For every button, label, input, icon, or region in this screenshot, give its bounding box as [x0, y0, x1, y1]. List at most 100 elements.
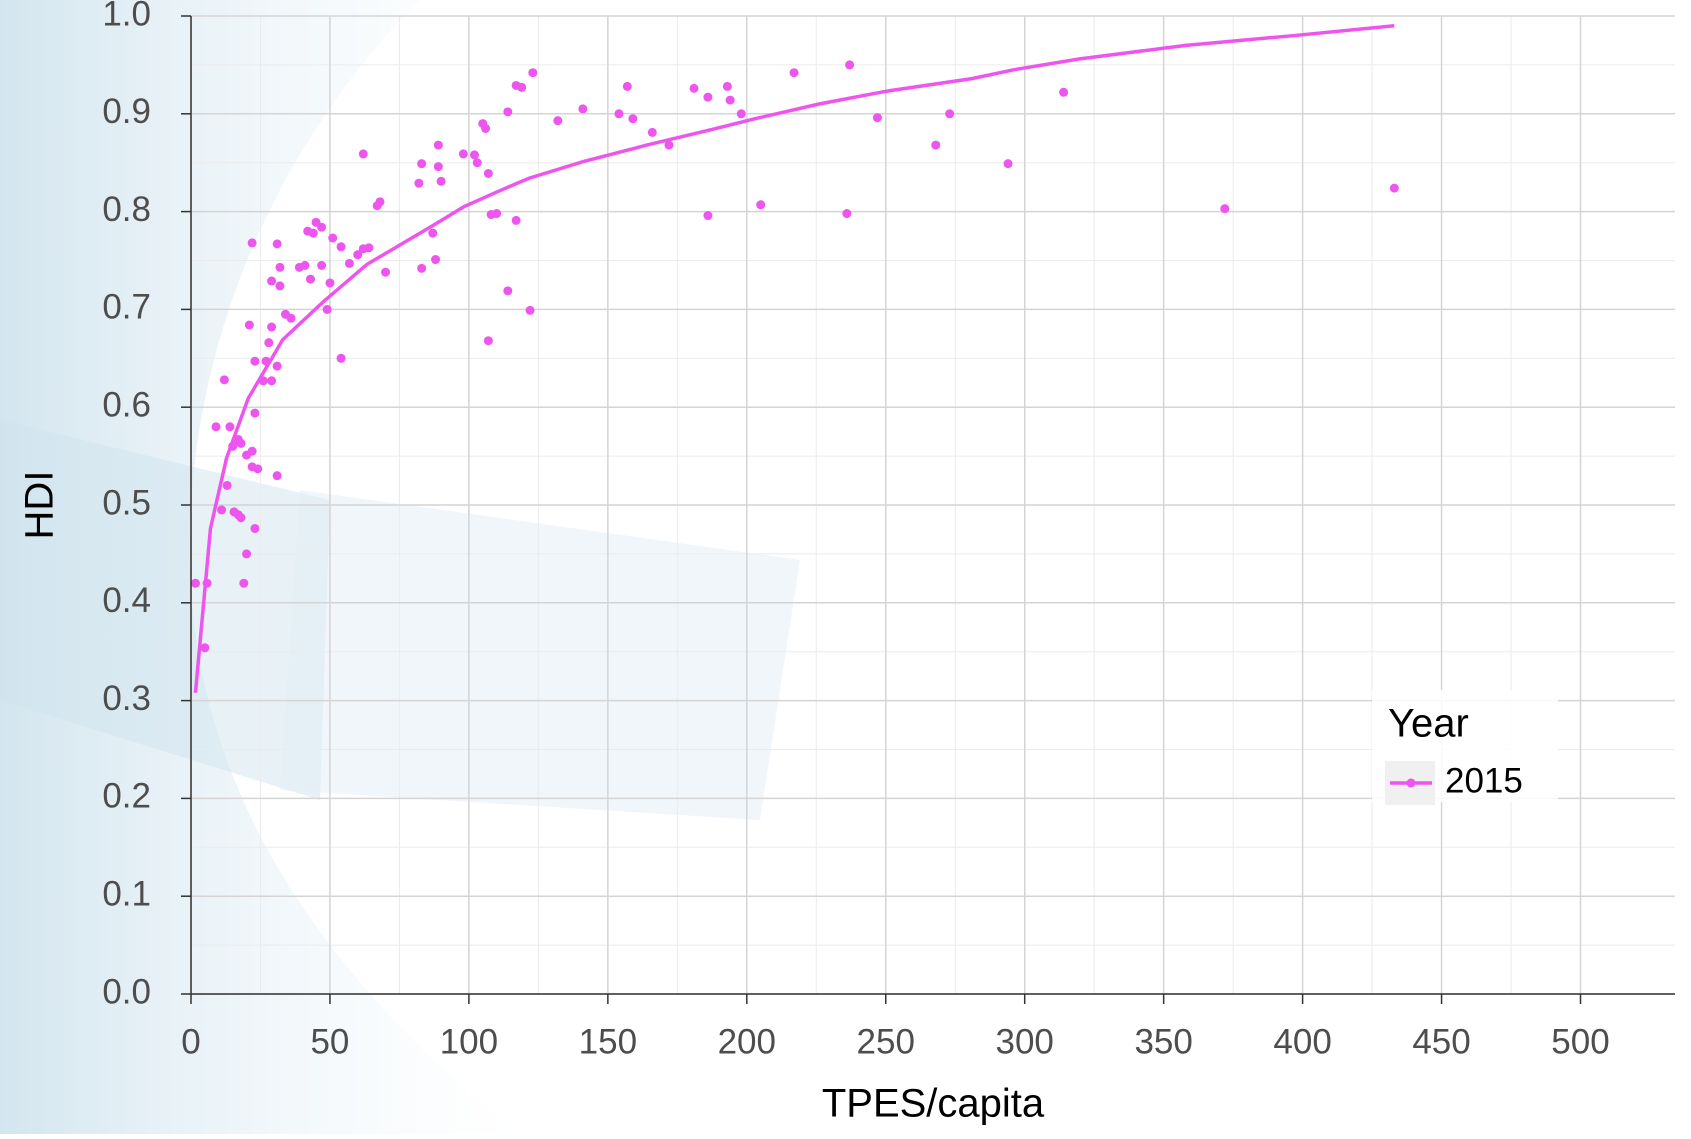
point	[267, 376, 277, 386]
point	[286, 313, 296, 323]
point	[647, 127, 657, 137]
point	[483, 168, 493, 178]
y-tick-label: 0.9	[102, 92, 151, 131]
point	[353, 250, 363, 260]
point	[344, 258, 354, 268]
y-tick-label: 0.1	[102, 874, 151, 913]
point	[628, 114, 638, 124]
point	[845, 60, 855, 70]
point	[945, 109, 955, 119]
x-tick-label: 450	[1412, 1022, 1470, 1061]
point	[328, 233, 338, 243]
point	[272, 471, 282, 481]
point	[756, 200, 766, 210]
point	[622, 81, 632, 91]
point	[722, 81, 732, 91]
point	[253, 464, 263, 474]
point	[431, 255, 441, 265]
point	[1059, 87, 1069, 97]
x-tick-label: 350	[1134, 1022, 1192, 1061]
point	[272, 239, 282, 249]
point	[250, 408, 260, 418]
point	[872, 113, 882, 123]
point	[190, 578, 200, 588]
grid	[190, 15, 1675, 995]
point	[236, 438, 246, 448]
legend-key-point	[1406, 778, 1416, 788]
point	[267, 276, 277, 286]
point	[931, 140, 941, 150]
point	[275, 262, 285, 272]
point	[317, 222, 327, 232]
y-tick-label: 0.4	[102, 581, 151, 620]
point	[247, 238, 257, 248]
legend-label: 2015	[1445, 761, 1523, 800]
point	[317, 260, 327, 270]
point	[250, 356, 260, 366]
point	[322, 304, 332, 314]
point	[417, 263, 427, 273]
y-tick-label: 0.5	[102, 483, 151, 522]
y-tick-label: 1.0	[102, 0, 151, 33]
point	[436, 176, 446, 186]
point	[433, 140, 443, 150]
point	[305, 274, 315, 284]
point	[308, 228, 318, 238]
point	[428, 228, 438, 238]
point	[222, 480, 232, 490]
point	[202, 578, 212, 588]
x-tick-label: 500	[1551, 1022, 1609, 1061]
point	[200, 643, 210, 653]
point	[242, 549, 252, 559]
point	[247, 446, 257, 456]
marks	[190, 24, 1399, 693]
point	[492, 209, 502, 219]
x-tick-label: 250	[857, 1022, 915, 1061]
point	[789, 68, 799, 78]
x-tick-label: 0	[181, 1022, 200, 1061]
point	[261, 356, 271, 366]
point	[381, 267, 391, 277]
point	[525, 305, 535, 315]
point	[517, 82, 527, 92]
point	[433, 162, 443, 172]
background-decoration	[0, 0, 800, 1134]
y-axis-label: HDI	[18, 471, 62, 540]
legend: Year 2015	[1372, 690, 1558, 805]
point	[250, 523, 260, 533]
x-tick-label: 150	[579, 1022, 637, 1061]
x-tick-label: 50	[310, 1022, 349, 1061]
point	[503, 107, 513, 117]
point	[664, 140, 674, 150]
point	[244, 320, 254, 330]
point	[414, 178, 424, 188]
y-tick-label: 0.0	[102, 972, 151, 1011]
point	[481, 123, 491, 133]
point	[1220, 204, 1230, 214]
point	[483, 336, 493, 346]
x-tick-label: 200	[718, 1022, 776, 1061]
point	[553, 116, 563, 126]
point	[528, 68, 538, 78]
point	[842, 209, 852, 219]
point	[225, 422, 235, 432]
axes: 0 50 100 150 200 250 300 350 400 450 500 0.0 0.1 0.2 0…	[102, 0, 1675, 1061]
point	[736, 109, 746, 119]
point	[264, 338, 274, 348]
point	[472, 158, 482, 168]
point	[300, 260, 310, 270]
point	[703, 92, 713, 102]
point	[417, 159, 427, 169]
point	[1003, 159, 1013, 169]
legend-title: Year	[1388, 702, 1469, 746]
fit-line	[193, 24, 1395, 693]
point	[689, 83, 699, 93]
point	[336, 353, 346, 363]
point	[614, 109, 624, 119]
point	[272, 361, 282, 371]
y-tick-label: 0.7	[102, 288, 151, 327]
point	[219, 375, 229, 385]
x-axis-label: TPES/capita	[822, 1082, 1045, 1126]
point	[458, 149, 468, 159]
